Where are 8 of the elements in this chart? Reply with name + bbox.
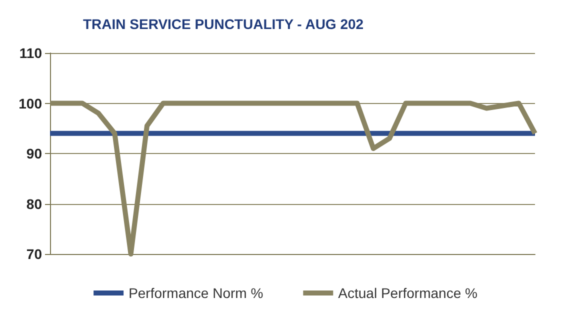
y-tick-label: 70 [26,246,42,262]
y-tick-label: 80 [26,196,42,212]
y-tick-label: 110 [19,45,42,61]
legend-label: Actual Performance % [338,285,478,301]
chart-title: TRAIN SERVICE PUNCTUALITY - AUG 202 [83,16,364,32]
y-tick-label: 100 [18,95,42,112]
legend-label: Performance Norm % [128,285,264,301]
y-tick-label: 90 [26,146,42,162]
